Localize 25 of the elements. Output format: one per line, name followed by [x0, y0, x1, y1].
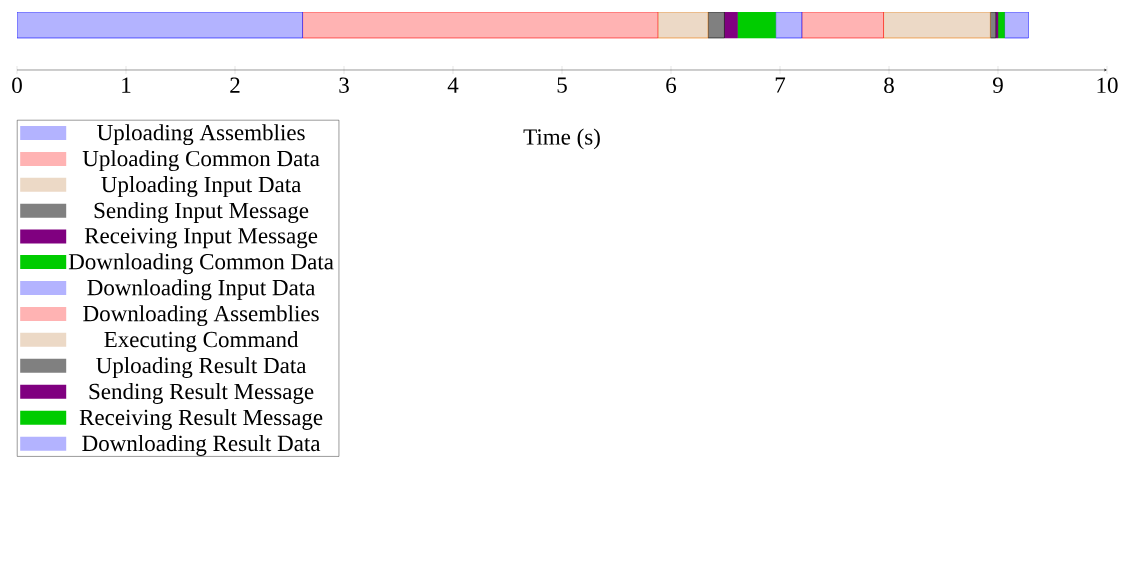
legend-label: Downloading Result Data: [82, 434, 321, 456]
x-tick-label: 3: [339, 77, 349, 93]
legend-label: Downloading Input Data: [87, 279, 316, 301]
x-axis-title: Time (s): [523, 128, 600, 150]
x-tick-label: 0: [12, 77, 22, 94]
x-tick-label: 6: [666, 77, 677, 93]
x-tick-label: 10: [1097, 77, 1118, 94]
legend-label: Downloading Common Data: [68, 253, 334, 275]
legend-label: Uploading Common Data: [82, 150, 320, 172]
x-tick-label: 8: [884, 77, 894, 94]
legend-label: Sending Input Message: [94, 202, 309, 223]
legend-label: Receiving Result Message: [79, 408, 323, 430]
legend-label: Uploading Result Data: [96, 357, 307, 379]
x-tick-label: 1: [122, 77, 131, 93]
legend-label: Receiving Input Message: [84, 228, 318, 249]
legend-label: Sending Result Message: [89, 383, 314, 404]
x-tick-label: 7: [775, 77, 786, 93]
x-tick-label: 4: [447, 77, 459, 93]
legend-label: Uploading Input Data: [101, 176, 302, 198]
x-tick-label: 2: [230, 77, 240, 93]
x-tick-label: 9: [992, 77, 1003, 93]
x-tick-label: 5: [557, 77, 567, 93]
legend-label: Uploading Assemblies: [97, 124, 305, 146]
legend-label: Downloading Assemblies: [83, 305, 319, 327]
legend-label: Executing Command: [104, 331, 299, 353]
